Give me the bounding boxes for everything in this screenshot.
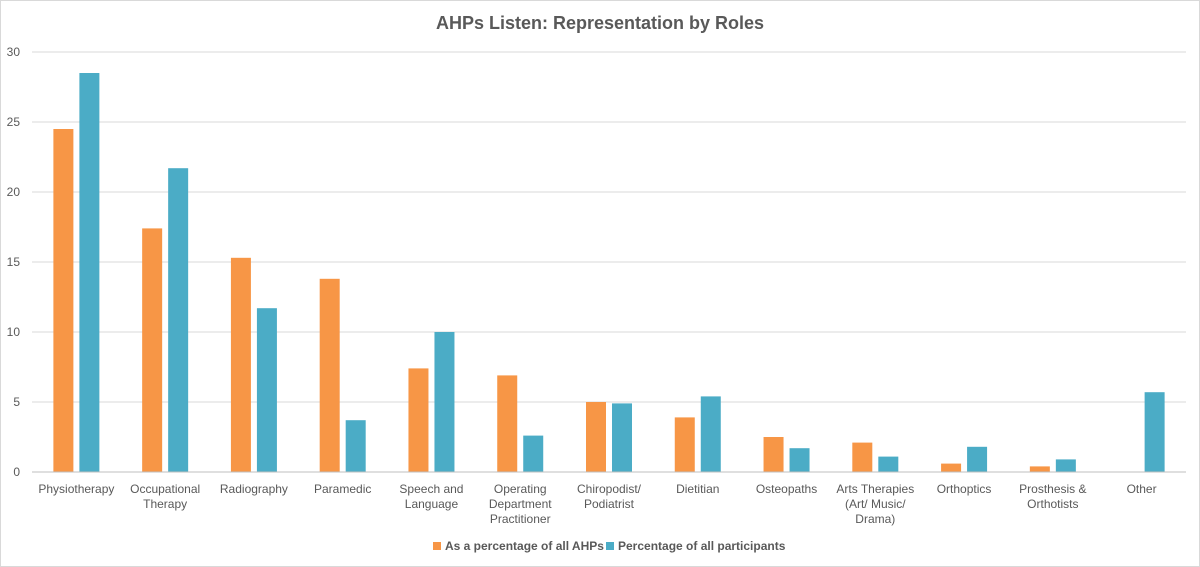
legend-label: As a percentage of all AHPs	[445, 539, 604, 553]
x-tick-label: Physiotherapy	[38, 482, 114, 496]
x-tick-label: Arts Therapies (Art/ Music/Drama)	[836, 482, 914, 526]
x-tick-label: Occupational Therapy	[130, 482, 200, 511]
x-tick-label: Chiropodist/Podiatrist	[577, 482, 642, 511]
x-tick-label: Osteopaths	[756, 482, 817, 496]
category-labels: Physiotherapy Occupational Therapy Radiogra…	[38, 482, 1156, 526]
y-tick-label: 5	[13, 395, 20, 409]
bar-all-ahps	[230, 257, 251, 472]
legend-swatch	[606, 542, 614, 550]
legend: As a percentage of all AHPs Percentage of…	[433, 539, 786, 553]
bar-all-participants	[1055, 459, 1076, 472]
legend-swatch	[433, 542, 441, 550]
x-tick-label: Radiography	[220, 482, 288, 496]
legend-label: Percentage of all participants	[618, 539, 786, 553]
y-tick-label: 10	[7, 325, 21, 339]
bar-all-ahps	[763, 437, 784, 472]
bar-all-ahps	[497, 375, 518, 472]
bar-all-participants	[612, 403, 632, 472]
bar-all-participants	[523, 435, 544, 472]
bar-all-ahps	[142, 228, 163, 472]
x-tick-label: Other	[1127, 482, 1157, 496]
bar-all-ahps	[941, 463, 962, 472]
bar-all-participants	[878, 456, 899, 472]
bar-all-participants	[1144, 392, 1165, 472]
y-axis-ticks: 0 5 10 15 20 25 30	[7, 45, 21, 479]
x-tick-label: Paramedic	[314, 482, 371, 496]
y-tick-label: 15	[7, 255, 21, 269]
y-tick-label: 30	[7, 45, 21, 59]
bar-all-ahps	[53, 129, 74, 472]
gridlines	[32, 51, 1186, 403]
bar-all-ahps	[586, 402, 606, 472]
bars	[53, 73, 1165, 472]
bar-all-participants	[79, 73, 100, 472]
bar-all-ahps	[674, 417, 695, 472]
y-tick-label: 20	[7, 185, 21, 199]
bar-all-ahps	[1029, 466, 1050, 472]
bar-all-participants	[256, 308, 277, 472]
bar-all-participants	[434, 332, 455, 472]
bar-all-participants	[700, 396, 721, 472]
bar-all-participants	[168, 168, 189, 472]
x-tick-label: Dietitian	[676, 482, 719, 496]
bar-all-participants	[967, 446, 988, 472]
x-tick-label: Operating Department Practitioner	[489, 482, 552, 526]
bar-all-participants	[789, 448, 810, 472]
bar-all-ahps	[852, 442, 873, 472]
x-tick-label: Orthoptics	[937, 482, 992, 496]
chart-title: AHPs Listen: Representation by Roles	[436, 13, 764, 33]
x-tick-label: Speech and Language	[399, 482, 463, 511]
y-tick-label: 25	[7, 115, 21, 129]
y-tick-label: 0	[13, 465, 20, 479]
bar-all-participants	[345, 420, 366, 472]
bar-all-ahps	[319, 278, 340, 472]
x-tick-label: Prosthesis & Orthotists	[1019, 482, 1086, 511]
bar-all-ahps	[408, 368, 429, 472]
